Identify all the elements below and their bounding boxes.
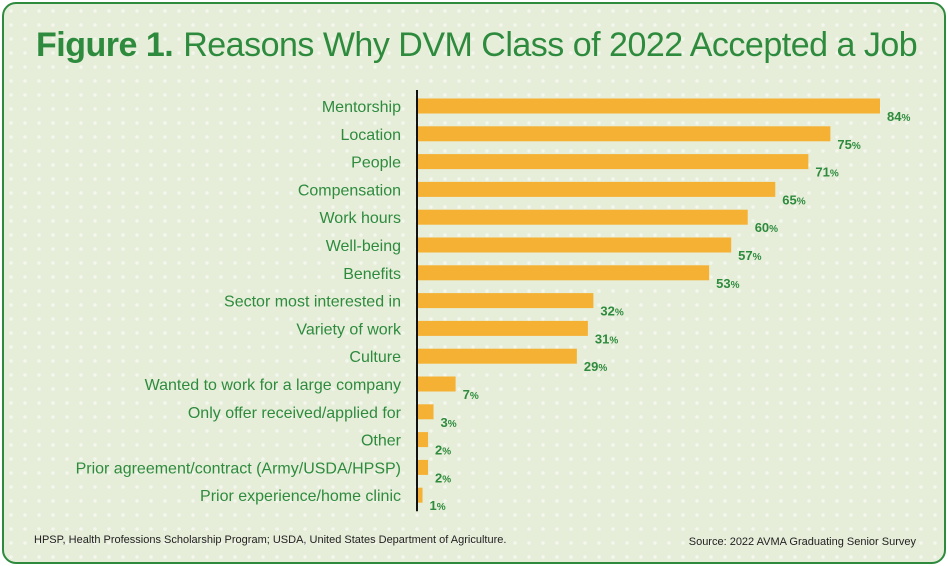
- bar-3: [417, 154, 809, 170]
- bar-14: [417, 459, 429, 475]
- category-label-12: Only offer received/applied for: [188, 405, 402, 422]
- value-label-6: 57%: [738, 248, 761, 263]
- value-label-10: 29%: [584, 359, 607, 374]
- bar-4: [417, 181, 776, 197]
- bar-15: [417, 487, 423, 503]
- bar-6: [417, 237, 732, 253]
- value-label-1: 84%: [887, 109, 910, 124]
- value-label-15: 1%: [430, 498, 446, 513]
- category-label-2: Location: [341, 127, 402, 144]
- source-note: Source: 2022 AVMA Graduating Senior Surv…: [688, 536, 916, 548]
- value-label-12: 3%: [441, 415, 457, 430]
- category-label-4: Compensation: [298, 182, 401, 199]
- value-label-9: 31%: [595, 331, 618, 346]
- bar-chart: Mentorship 84% Location 75% People 71% Compens…: [76, 90, 910, 513]
- bar-1: [417, 98, 880, 114]
- category-label-15: Prior experience/home clinic: [200, 488, 401, 505]
- category-label-11: Wanted to work for a large company: [145, 377, 401, 394]
- category-label-5: Work hours: [319, 210, 401, 227]
- figure-title-text: Reasons Why DVM Class of 2022 Accepted a…: [183, 26, 918, 64]
- bar-8: [417, 293, 594, 309]
- value-label-8: 32%: [600, 304, 623, 319]
- figure-label: Figure 1.: [36, 26, 174, 64]
- bar-5: [417, 209, 748, 225]
- category-label-7: Benefits: [343, 266, 401, 283]
- value-label-5: 60%: [755, 220, 778, 235]
- value-label-14: 2%: [435, 470, 451, 485]
- category-label-3: People: [351, 155, 401, 172]
- bar-9: [417, 320, 588, 336]
- bar-2: [417, 126, 831, 142]
- footnote: HPSP, Health Professions Scholarship Pro…: [34, 534, 507, 546]
- category-label-8: Sector most interested in: [224, 294, 401, 311]
- value-label-7: 53%: [716, 276, 739, 291]
- category-label-6: Well-being: [326, 238, 401, 255]
- bar-12: [417, 404, 434, 420]
- bar-7: [417, 265, 710, 281]
- value-label-11: 7%: [463, 387, 479, 402]
- category-label-1: Mentorship: [322, 99, 401, 116]
- figure-title: Figure 1. Reasons Why DVM Class of 2022 A…: [36, 26, 918, 65]
- bar-11: [417, 376, 456, 392]
- bar-10: [417, 348, 577, 364]
- category-label-14: Prior agreement/contract (Army/USDA/HPSP…: [76, 460, 401, 477]
- category-label-13: Other: [361, 433, 402, 450]
- bar-13: [417, 432, 429, 448]
- value-label-4: 65%: [782, 192, 805, 207]
- category-label-10: Culture: [349, 349, 401, 366]
- category-label-9: Variety of work: [296, 321, 402, 338]
- value-label-2: 75%: [837, 137, 860, 152]
- value-label-3: 71%: [815, 165, 838, 180]
- value-label-13: 2%: [435, 443, 451, 458]
